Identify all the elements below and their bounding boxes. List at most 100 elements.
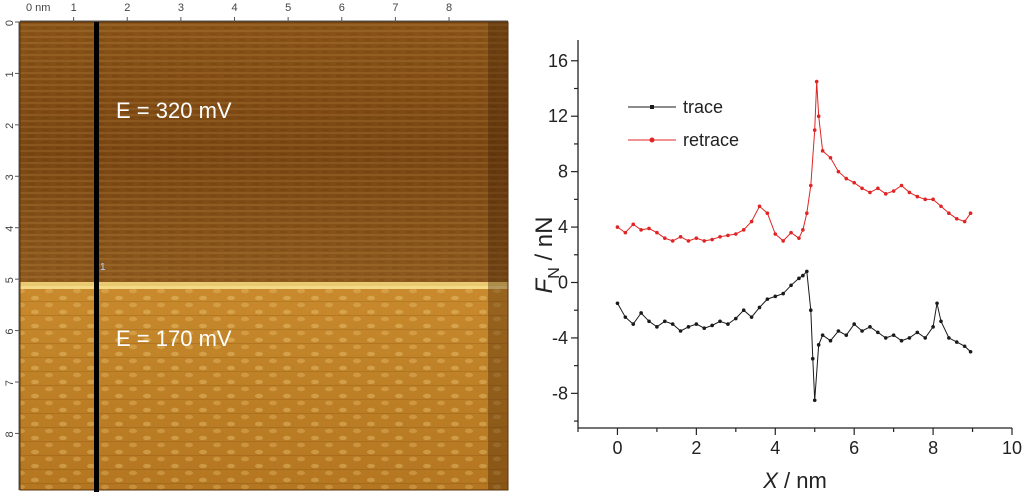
afm-x-tick-label: 2	[124, 2, 130, 14]
data-point-retrace	[663, 236, 667, 240]
data-point-retrace	[947, 211, 951, 216]
x-tick-label: 10	[1002, 438, 1022, 458]
data-point-trace	[883, 336, 888, 340]
y-tick-label: -8	[552, 383, 568, 403]
legend-trace-label: trace	[683, 97, 723, 117]
data-point-trace	[797, 276, 801, 281]
data-point-trace	[663, 319, 667, 324]
y-axis-title: FN / nN	[531, 217, 563, 294]
afm-y-tick-label: 5	[4, 277, 16, 283]
y-axis-subscript: N	[546, 267, 563, 279]
data-point-retrace	[954, 216, 959, 221]
data-point-retrace	[631, 222, 636, 227]
data-point-trace	[789, 283, 793, 288]
data-point-trace	[844, 333, 849, 337]
data-point-trace	[801, 273, 805, 278]
data-point-trace	[647, 319, 651, 324]
afm-frame	[19, 21, 509, 491]
data-point-trace	[741, 308, 746, 313]
data-point-retrace	[734, 232, 738, 236]
data-point-retrace	[801, 228, 805, 232]
data-point-retrace	[757, 204, 762, 209]
profile-marker-line	[94, 22, 99, 492]
afm-x-tick-label: 3	[178, 2, 184, 14]
data-point-trace	[816, 343, 821, 347]
y-tick-label: 0	[558, 273, 568, 293]
data-point-retrace	[623, 230, 628, 235]
data-point-retrace	[639, 228, 643, 232]
legend-trace-marker	[650, 105, 654, 109]
data-point-retrace	[670, 239, 675, 243]
afm-y-ticks: 0 1 2 3 4 5 6 7 8	[4, 20, 20, 437]
data-point-trace	[702, 326, 707, 331]
afm-y-tick-label: 4	[4, 226, 16, 232]
afm-x-unit-label: 0 nm	[26, 2, 50, 14]
data-point-retrace	[891, 189, 896, 193]
data-point-retrace	[939, 204, 943, 209]
afm-upper-texture	[20, 22, 508, 286]
data-point-retrace	[678, 234, 683, 239]
afm-y-tick-label: 7	[4, 380, 16, 386]
data-point-retrace	[814, 79, 819, 84]
data-point-retrace	[820, 149, 825, 153]
data-point-trace	[947, 336, 951, 340]
legend-retrace-label: retrace	[683, 130, 739, 150]
data-point-trace	[852, 322, 856, 326]
afm-y-tick-label: 1	[4, 71, 16, 77]
data-point-retrace	[962, 219, 967, 224]
x-tick-label: 0	[612, 438, 622, 458]
data-point-trace	[899, 338, 904, 343]
afm-x-tick-label: 5	[285, 2, 291, 14]
afm-y-tick-label: 8	[4, 431, 16, 437]
data-point-trace	[836, 329, 841, 333]
data-point-trace	[718, 319, 722, 324]
afm-y-tick-label: 3	[4, 174, 16, 180]
data-point-trace	[954, 340, 959, 344]
afm-x-tick-label: 1	[71, 2, 77, 14]
data-point-trace	[828, 338, 833, 343]
data-point-retrace	[899, 183, 904, 188]
data-point-trace	[907, 336, 912, 340]
data-point-trace	[639, 311, 643, 315]
data-point-retrace	[812, 128, 817, 132]
data-point-retrace	[655, 230, 659, 235]
legend-retrace-marker	[649, 137, 655, 143]
series-line-trace	[617, 270, 971, 401]
data-point-trace	[808, 308, 813, 313]
series-line-retrace	[617, 81, 972, 242]
data-point-trace	[820, 333, 825, 337]
x-axis-symbol: X	[762, 468, 779, 493]
data-point-retrace	[686, 239, 691, 243]
y-axis-symbol: F	[531, 277, 558, 293]
data-point-retrace	[808, 183, 813, 188]
data-point-retrace	[726, 233, 730, 238]
afm-right-edge	[488, 22, 508, 490]
data-point-retrace	[836, 169, 841, 174]
data-point-retrace	[828, 155, 833, 160]
data-point-retrace	[968, 211, 973, 216]
data-point-retrace	[805, 211, 809, 216]
data-point-retrace	[765, 211, 770, 216]
data-point-retrace	[868, 190, 872, 195]
data-point-trace	[962, 344, 967, 349]
data-point-retrace	[816, 114, 821, 119]
data-point-retrace	[702, 239, 707, 243]
data-point-retrace	[852, 180, 856, 185]
data-point-retrace	[781, 239, 785, 243]
data-point-retrace	[773, 232, 778, 236]
data-point-trace	[678, 329, 683, 333]
data-point-trace	[710, 323, 714, 328]
x-axis-unit: / nm	[778, 468, 827, 493]
data-point-retrace	[907, 190, 912, 195]
data-point-retrace	[647, 226, 651, 231]
data-point-trace	[670, 322, 675, 326]
x-axis-title: X / nm	[762, 468, 827, 493]
data-point-trace	[931, 325, 935, 329]
x-tick-label: 2	[691, 438, 701, 458]
data-point-trace	[915, 330, 920, 335]
afm-y-tick-label: 6	[4, 329, 16, 335]
data-point-retrace	[749, 219, 754, 224]
data-point-trace	[810, 356, 815, 361]
afm-x-ticks: 1 2 3 4 5 6 7 8	[71, 2, 452, 22]
